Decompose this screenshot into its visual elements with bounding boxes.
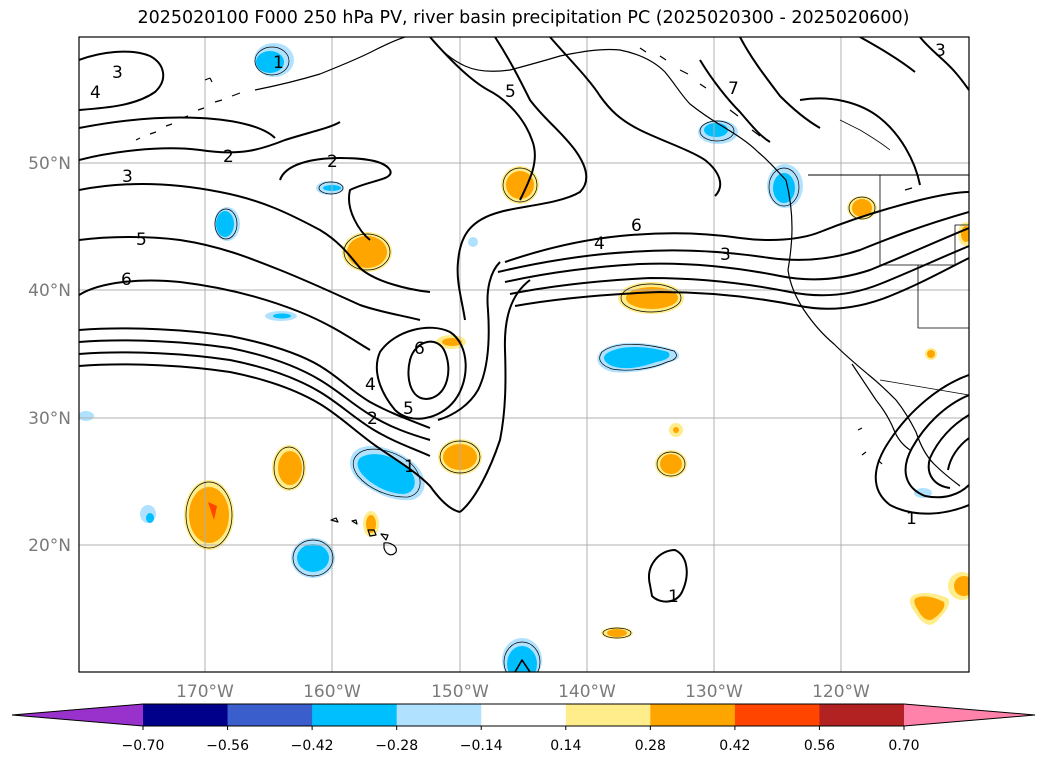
shade-neg-13 <box>767 164 803 208</box>
colorbar-box <box>312 704 398 726</box>
lon-label-120w: 120°W <box>812 682 870 702</box>
contour-label: 4 <box>90 83 101 103</box>
shade-pos-15 <box>909 592 950 625</box>
shade-neg-5 <box>79 411 94 421</box>
contour-label: 5 <box>403 399 414 419</box>
contour-label-group: 3 4 2 2 3 5 6 1 5 7 6 4 3 6 4 2 5 1 1 3 … <box>90 41 946 607</box>
colorbar-box <box>481 704 567 726</box>
contour-label: 1 <box>273 53 284 73</box>
shade-neg-3 <box>214 207 240 241</box>
colorbar-extend-low <box>12 704 143 726</box>
lat-label-40n: 40°N <box>28 281 71 301</box>
shade-pos-8 <box>618 282 684 314</box>
contour-label: 2 <box>223 147 234 167</box>
colorbar-tick-label: 0.42 <box>719 738 750 754</box>
colorbar-box <box>143 704 229 726</box>
colorbar-tick-label: −0.42 <box>291 738 334 754</box>
longitude-labels: 170°W 160°W 150°W 140°W 130°W 120°W <box>176 682 870 702</box>
lon-label-160w: 160°W <box>303 682 361 702</box>
colorbar-box <box>819 704 905 726</box>
pv-contours <box>79 37 969 672</box>
latitude-labels: 50°N 40°N 30°N 20°N <box>28 154 71 556</box>
colorbar-tick-label: −0.56 <box>206 738 249 754</box>
contour-label: 1 <box>404 457 415 477</box>
shade-pos-14 <box>958 222 969 246</box>
shading-layer <box>79 43 969 672</box>
lon-label-130w: 130°W <box>685 682 743 702</box>
map-area[interactable] <box>79 37 969 672</box>
colorbar-tick-label: −0.28 <box>375 738 418 754</box>
contour-label: 5 <box>136 230 147 250</box>
contour-label: 2 <box>327 152 338 172</box>
shade-pos-7 <box>363 511 379 537</box>
colorbar-box <box>734 704 820 726</box>
contour-label: 1 <box>906 509 917 529</box>
contour-label: 5 <box>505 82 516 102</box>
lon-label-170w: 170°W <box>176 682 234 702</box>
shade-pos-9 <box>669 423 683 437</box>
colorbar-box <box>650 704 736 726</box>
contour-label: 7 <box>728 79 739 99</box>
shade-pos-6 <box>184 480 234 550</box>
shade-pos-16 <box>948 572 969 600</box>
contour-label: 3 <box>720 245 731 265</box>
colorbar-tick-label: 0.70 <box>888 738 919 754</box>
shade-pos-13 <box>925 348 937 360</box>
contour-label: 6 <box>414 339 425 359</box>
plot-title: 2025020100 F000 250 hPa PV, river basin … <box>137 8 910 28</box>
colorbar-tick-label: 0.28 <box>635 738 666 754</box>
contour-label: 4 <box>594 234 605 254</box>
shade-neg-8 <box>291 538 335 578</box>
gridlines <box>79 37 969 672</box>
lat-label-30n: 30°N <box>28 409 71 429</box>
colorbar-tick-label: −0.70 <box>122 738 165 754</box>
contour-label: 6 <box>121 270 132 290</box>
colorbar-box <box>565 704 651 726</box>
shade-pos-5 <box>272 445 306 491</box>
map-frame <box>78 36 970 673</box>
contour-label: 2 <box>367 409 378 429</box>
colorbar-box <box>227 704 313 726</box>
lat-label-20n: 20°N <box>28 536 71 556</box>
contour-label: 6 <box>631 216 642 236</box>
colorbar-tick-label: −0.14 <box>460 738 503 754</box>
lon-label-140w: 140°W <box>558 682 616 702</box>
contour-label: 3 <box>122 167 133 187</box>
colorbar-tick-label: 0.14 <box>550 738 581 754</box>
contour-label: 1 <box>668 587 679 607</box>
shade-pos-1 <box>342 232 392 272</box>
shade-outlines <box>185 46 876 672</box>
contour-label: 3 <box>935 41 946 61</box>
shade-neg-9 <box>140 505 156 523</box>
colorbar: −0.70 −0.56 −0.42 −0.28 −0.14 0.14 0.28 0.42 0.5… <box>11 703 1036 754</box>
lon-label-150w: 150°W <box>431 682 489 702</box>
contour-label: 4 <box>365 375 376 395</box>
colorbar-extend-high <box>904 704 1035 726</box>
shade-neg-6 <box>468 237 478 247</box>
contour-label: 3 <box>112 63 123 83</box>
colorbar-box <box>396 704 482 726</box>
shade-pos-2 <box>501 166 539 204</box>
shade-neg-4 <box>265 311 297 321</box>
shade-neg-11 <box>502 638 542 672</box>
shade-pos-11 <box>601 627 633 639</box>
lat-label-50n: 50°N <box>28 154 71 174</box>
shade-pos-10 <box>655 450 687 478</box>
colorbar-tick-label: 0.56 <box>804 738 835 754</box>
shade-neg-2 <box>316 181 344 195</box>
